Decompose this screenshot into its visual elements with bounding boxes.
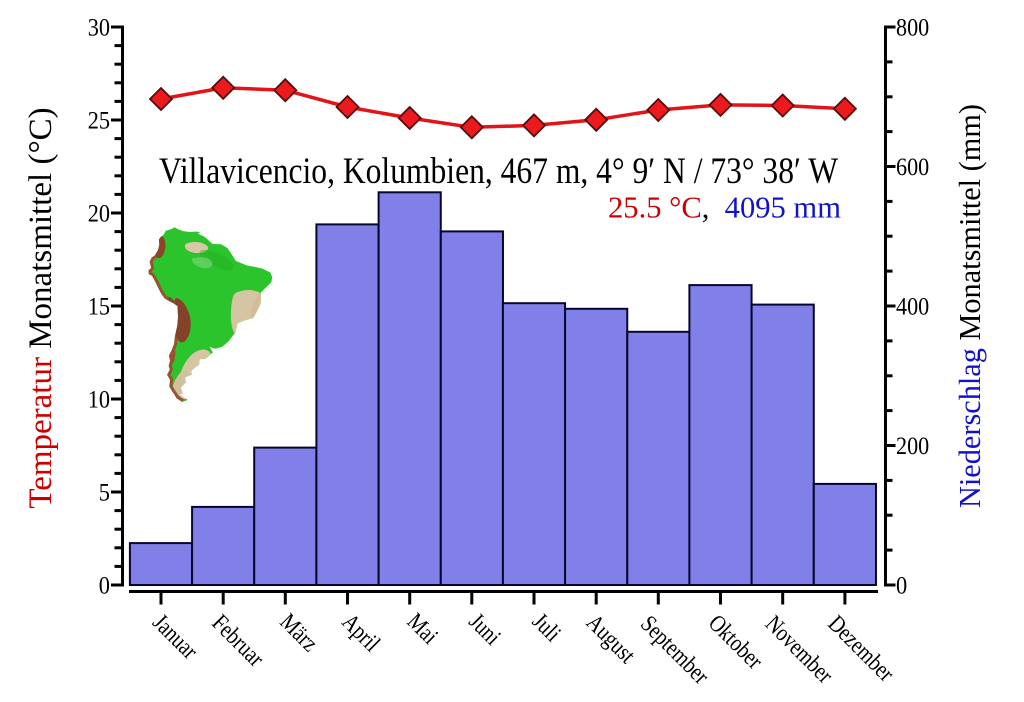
svg-text:0: 0 <box>896 571 907 600</box>
svg-text:30: 30 <box>88 13 110 42</box>
svg-text:Temperatur Monatsmittel (°C): Temperatur Monatsmittel (°C) <box>23 107 59 508</box>
svg-text:400: 400 <box>896 292 929 321</box>
svg-text:15: 15 <box>88 292 110 321</box>
svg-text:25.5 °C, 4095 mm: 25.5 °C, 4095 mm <box>608 190 841 225</box>
svg-text:25: 25 <box>88 106 110 135</box>
svg-text:0: 0 <box>99 571 110 600</box>
svg-text:600: 600 <box>896 152 929 181</box>
svg-text:Niederschlag Monatsmittel (mm): Niederschlag Monatsmittel (mm) <box>952 104 987 508</box>
svg-text:20: 20 <box>88 199 110 228</box>
svg-text:200: 200 <box>896 431 929 460</box>
svg-text:Villavicencio, Kolumbien, 467: Villavicencio, Kolumbien, 467 m, 4° 9′ N… <box>159 151 838 192</box>
svg-text:800: 800 <box>896 13 929 42</box>
svg-text:10: 10 <box>88 385 110 414</box>
svg-text:5: 5 <box>99 478 110 507</box>
